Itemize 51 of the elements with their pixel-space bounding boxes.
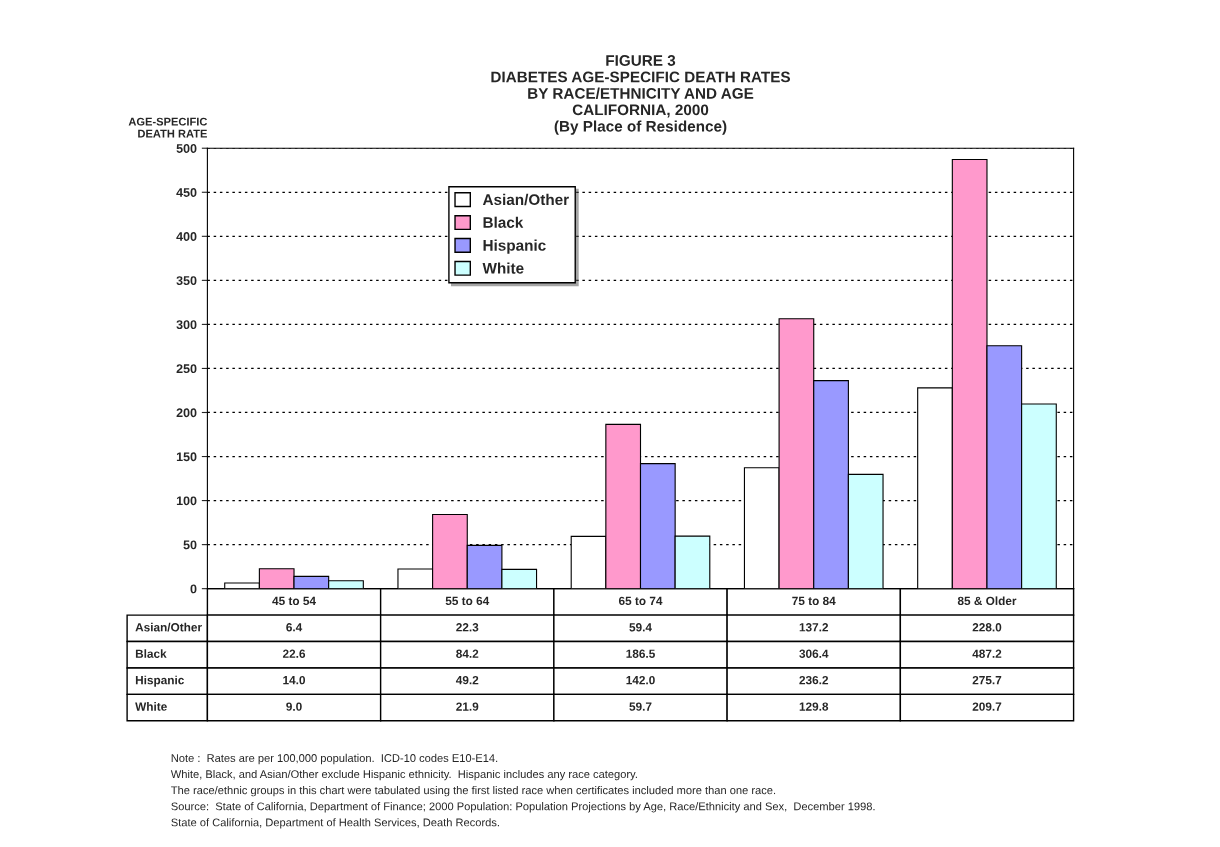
y-tick-label: 150	[176, 452, 197, 462]
source-note: Source: State of California, Department of Finance; 2000 Population: Population Projections by Age, Race/Ethnicity and Sex, December 1998.	[171, 802, 875, 813]
data-label: 59.7	[629, 702, 652, 711]
text: Hispanic	[135, 675, 184, 687]
y-tick-label: 0	[190, 584, 197, 594]
y-tick-label: 500	[176, 144, 197, 153]
legend-label: Hispanic	[483, 239, 546, 254]
x-tick-label: 75 to 84	[792, 596, 836, 606]
text: Asian/Other	[135, 622, 202, 632]
y-tick-label: 250	[176, 364, 197, 374]
y-tick-label: 100	[176, 496, 197, 506]
data-label: 6.4	[286, 623, 303, 632]
data-label: 186.5	[626, 649, 655, 658]
y-tick-label: 350	[176, 276, 197, 286]
data-label: 22.3	[456, 623, 479, 632]
chart-title: FIGURE 3 DIABETES AGE-SPECIFIC DEATH RATES BY RACE/ETHNICITY AND AGE CALIFORNIA, 2000 (By Place of Residence)	[491, 55, 791, 135]
x-tick-label: 55 to 64	[445, 596, 490, 606]
data-label: 59.4	[629, 623, 652, 632]
data-label: 21.9	[456, 702, 479, 711]
text: State of California, Department of Health Services, Death Records.	[171, 818, 499, 829]
text: White	[135, 702, 167, 711]
data-label: 84.2	[456, 649, 479, 658]
text: Black	[135, 649, 167, 658]
data-label: 137.2	[799, 623, 829, 632]
data-label: 487.2	[972, 649, 1002, 658]
y-tick-label: 200	[176, 408, 197, 418]
data-label: 9.0	[286, 702, 302, 711]
text: Note : Rates are per 100,000 population. ICD-10 codes E10-E14.	[171, 753, 498, 765]
data-label: 236.2	[799, 675, 829, 685]
legend-label: White	[482, 262, 524, 274]
legend-label: Asian/Other	[482, 193, 569, 206]
text: The race/ethnic groups in this chart were tabulated using the first listed race when certificates included more than one race.	[171, 786, 776, 797]
data-label: 142.0	[626, 675, 655, 685]
x-tick-label: 85 & Older	[957, 596, 1017, 606]
y-tick-label: 50	[183, 540, 197, 550]
data-label: 306.4	[799, 649, 829, 658]
text: White, Black, and Asian/Other exclude Hispanic ethnicity. Hispanic includes any race category.	[170, 769, 637, 781]
y-tick-label: 450	[176, 188, 197, 197]
data-label: 22.6	[282, 649, 306, 658]
y-tick-label: 400	[176, 232, 197, 241]
x-tick-label: 65 to 74	[618, 596, 663, 606]
data-label: 275.7	[972, 675, 1002, 685]
y-tick-label: 300	[176, 320, 197, 330]
data-label: 209.7	[972, 702, 1002, 711]
data-label: 228.0	[972, 623, 1002, 632]
legend-label: Black	[483, 216, 524, 228]
x-tick-label: 45 to 54	[272, 596, 316, 606]
data-label: 49.2	[455, 675, 479, 685]
data-label: 129.8	[799, 702, 829, 711]
y-axis-title: AGE-SPECIFIC DEATH RATE	[128, 117, 208, 138]
data-label: 14.0	[283, 675, 306, 685]
